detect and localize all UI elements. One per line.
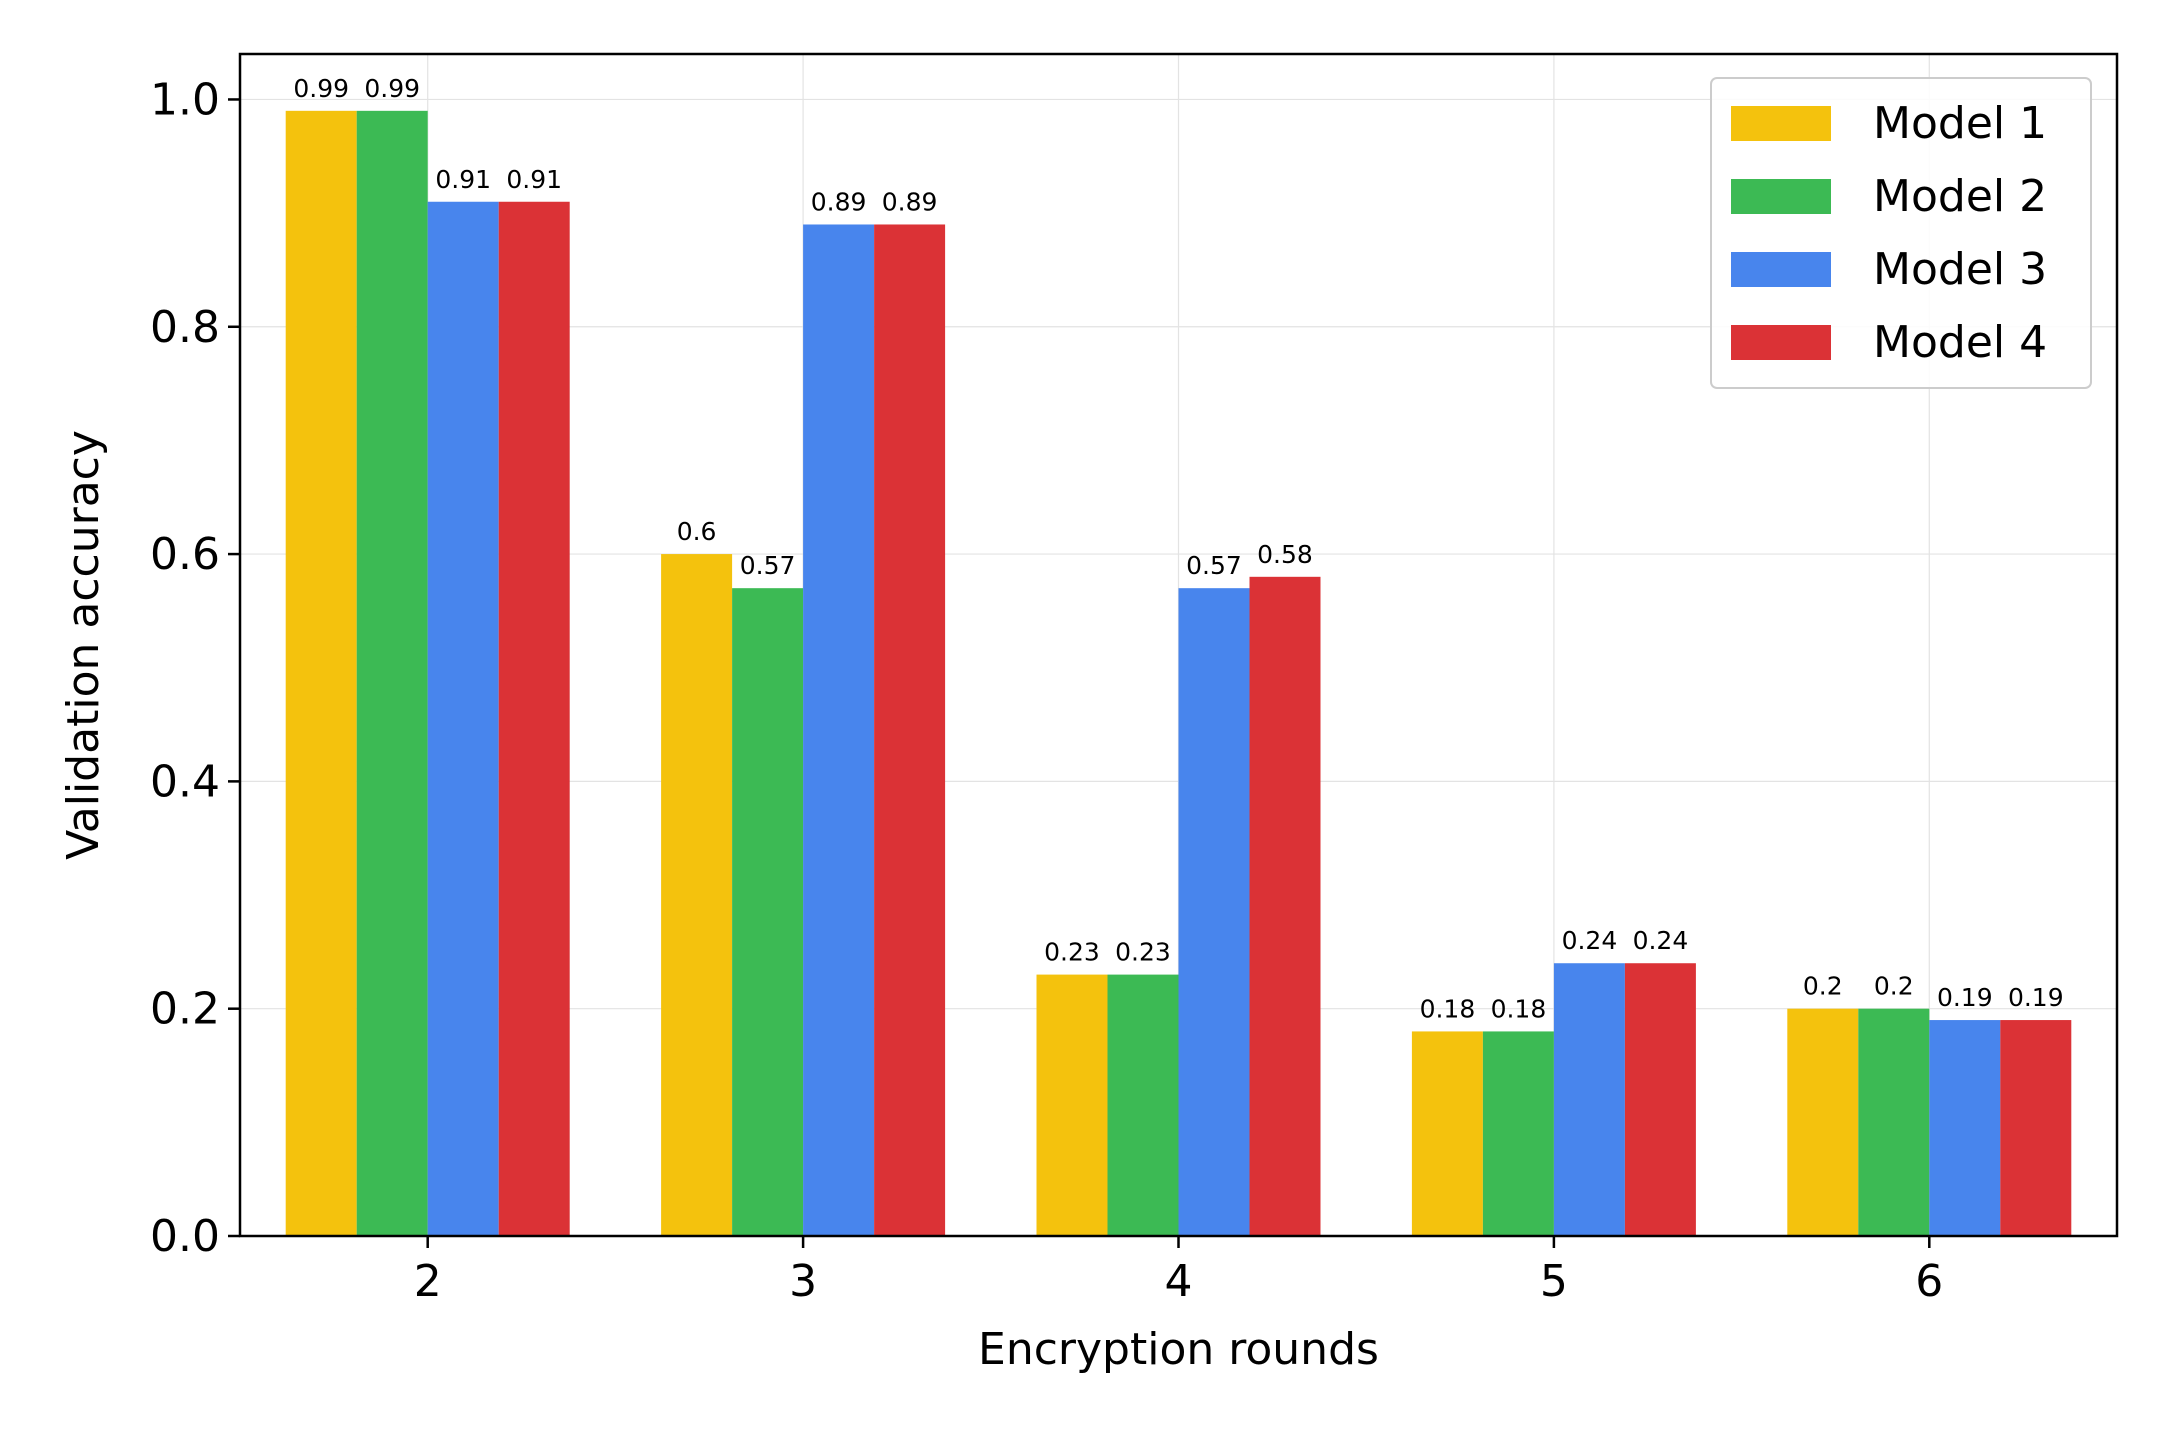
data-label: 0.18 xyxy=(1491,994,1547,1023)
x-axis-label: Encryption rounds xyxy=(978,1324,1379,1375)
data-label: 0.91 xyxy=(506,165,562,194)
data-label: 0.24 xyxy=(1633,926,1689,955)
y-tick-label: 0.2 xyxy=(150,984,220,1035)
bar xyxy=(874,224,946,1236)
data-label: 0.19 xyxy=(1937,983,1993,1012)
legend-swatch xyxy=(1731,106,1831,141)
data-label: 0.2 xyxy=(1803,972,1843,1001)
data-label: 0.23 xyxy=(1044,938,1100,967)
bar xyxy=(1858,1008,1930,1236)
bar xyxy=(1929,1020,2001,1236)
data-label: 0.2 xyxy=(1874,972,1914,1001)
y-tick-label: 0.6 xyxy=(150,529,220,580)
data-labels-group: 0.99 0.99 0.91 0.91 0.6 0.57 0.89 0.89 0.23 0.23 0… xyxy=(293,74,2063,1024)
bar xyxy=(1249,576,1321,1236)
data-label: 0.18 xyxy=(1420,994,1476,1023)
y-tick-label: 0.0 xyxy=(150,1211,220,1262)
bar xyxy=(1624,963,1696,1236)
y-tick-label: 0.4 xyxy=(150,756,220,807)
x-tick-label: 6 xyxy=(1915,1256,1943,1307)
x-axis-ticks: 2 3 4 5 6 xyxy=(414,1236,1943,1307)
bar xyxy=(732,588,804,1236)
legend-box xyxy=(1710,77,2092,389)
bar xyxy=(498,201,570,1236)
legend-label: Model 4 xyxy=(1873,317,2047,368)
bar xyxy=(1036,974,1108,1236)
data-label: 0.89 xyxy=(882,187,938,216)
legend-swatch xyxy=(1731,252,1831,287)
bar xyxy=(803,224,875,1236)
legend-label: Model 1 xyxy=(1873,98,2047,149)
data-label: 0.19 xyxy=(2008,983,2064,1012)
bar xyxy=(1787,1008,1859,1236)
legend: Model 1 Model 2 Model 3 Model 4 xyxy=(1710,77,2092,389)
data-label: 0.57 xyxy=(740,551,796,580)
y-axis-label: Validation accuracy xyxy=(58,430,109,860)
data-label: 0.6 xyxy=(677,517,717,546)
bar xyxy=(1553,963,1625,1236)
x-tick-label: 5 xyxy=(1540,1256,1568,1307)
bar xyxy=(1107,974,1179,1236)
legend-label: Model 2 xyxy=(1873,171,2047,222)
data-label: 0.99 xyxy=(293,74,349,103)
x-tick-label: 3 xyxy=(789,1256,817,1307)
bar xyxy=(356,110,428,1237)
bar xyxy=(1411,1031,1483,1236)
legend-swatch xyxy=(1731,179,1831,214)
y-axis-ticks: 0.0 0.2 0.4 0.6 0.8 1.0 xyxy=(150,74,240,1262)
bar xyxy=(285,110,357,1237)
data-label: 0.89 xyxy=(811,187,867,216)
y-tick-label: 0.8 xyxy=(150,302,220,353)
x-tick-label: 2 xyxy=(414,1256,442,1307)
data-label: 0.24 xyxy=(1562,926,1618,955)
bar xyxy=(661,554,733,1236)
x-tick-label: 4 xyxy=(1165,1256,1193,1307)
bars-group xyxy=(285,110,2072,1237)
data-label: 0.57 xyxy=(1186,551,1242,580)
data-label: 0.91 xyxy=(435,165,491,194)
data-label: 0.99 xyxy=(364,74,420,103)
bar xyxy=(2000,1020,2072,1236)
legend-label: Model 3 xyxy=(1873,244,2047,295)
bar xyxy=(1482,1031,1554,1236)
legend-swatch xyxy=(1731,325,1831,360)
bar xyxy=(427,201,499,1236)
bar xyxy=(1178,588,1250,1236)
y-tick-label: 1.0 xyxy=(150,74,220,125)
data-label: 0.23 xyxy=(1115,938,1171,967)
data-label: 0.58 xyxy=(1257,540,1313,569)
